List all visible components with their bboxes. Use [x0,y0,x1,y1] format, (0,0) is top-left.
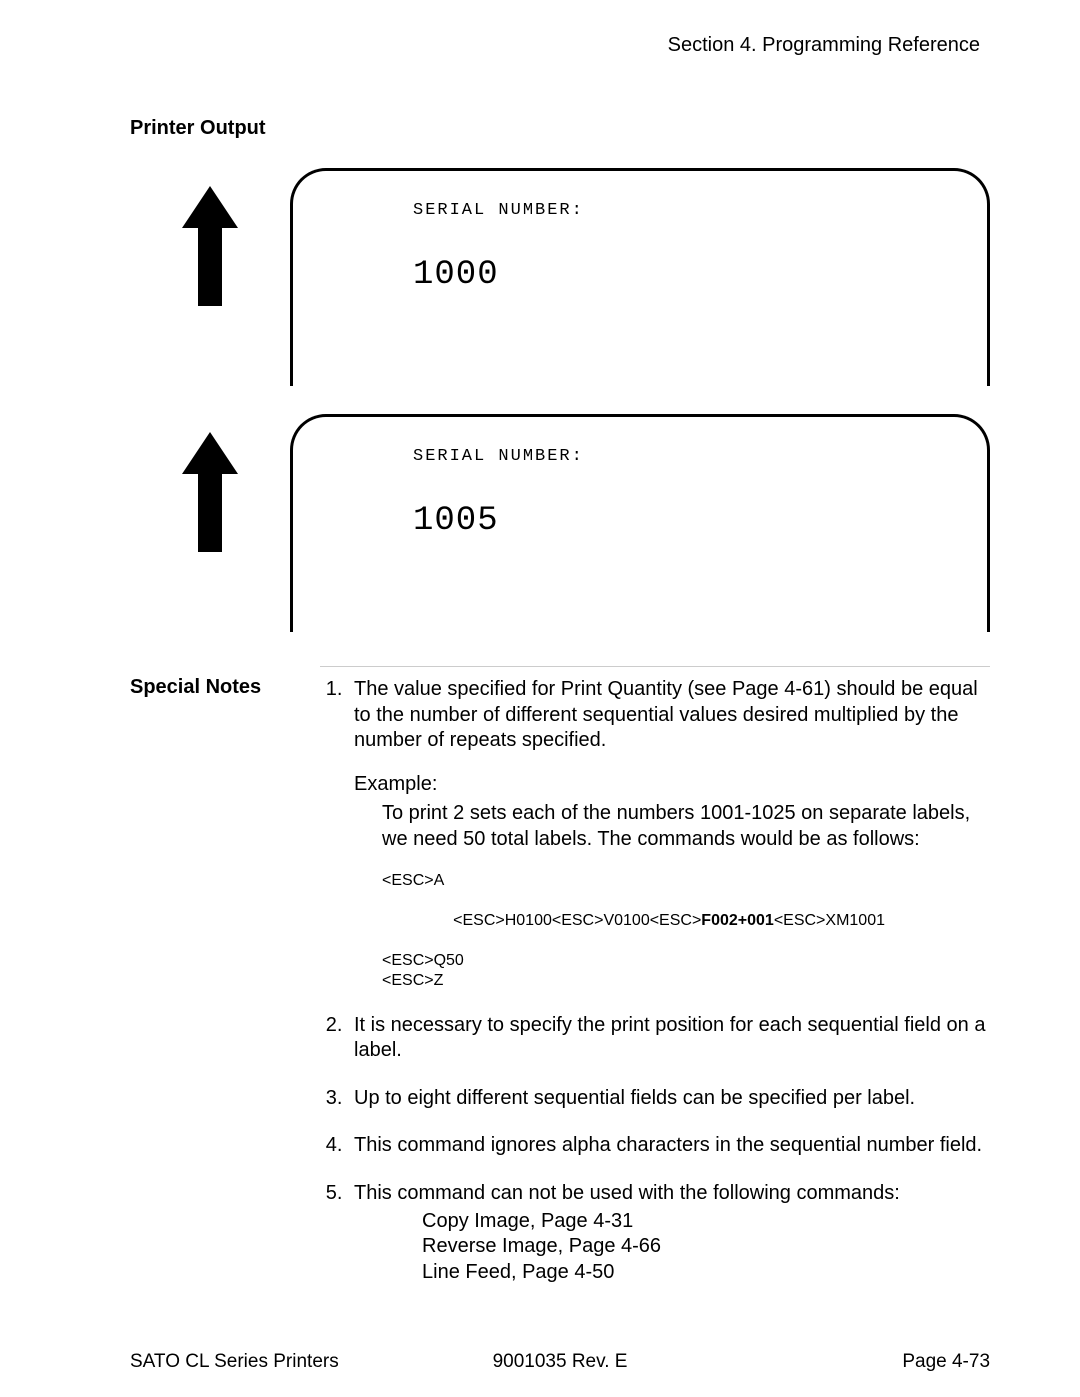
note-sublist: Copy Image, Page 4-31 Reverse Image, Pag… [354,1209,990,1286]
note-text: This command can not be used with the fo… [354,1182,900,1204]
output-row-1: SERIAL NUMBER: 1000 [130,168,990,386]
printer-output-heading: Printer Output [130,117,990,140]
page: Section 4. Programming Reference Printer… [0,0,1080,1397]
up-arrow-icon [130,168,290,306]
example-code: <ESC>A <ESC>H0100<ESC>V0100<ESC>F002+001… [354,871,990,991]
example-body: To print 2 sets each of the numbers 1001… [354,801,990,852]
code-line: <ESC>H0100<ESC>V0100<ESC>F002+001<ESC>XM… [382,891,990,951]
note-text: Up to eight different sequential fields … [354,1087,915,1109]
note-text: This command ignores alpha characters in… [354,1134,982,1156]
footer-mid: 9001035 Rev. E [417,1351,704,1373]
code-line: <ESC>Q50 [382,951,990,971]
serial-number: 1000 [413,256,987,294]
code-bold: F002+001 [701,912,774,929]
code-line: <ESC>Z [382,971,990,991]
sublist-item: Reverse Image, Page 4-66 [422,1234,990,1260]
note-item-5: This command can not be used with the fo… [348,1181,990,1285]
note-item-4: This command ignores alpha characters in… [348,1133,990,1159]
note-text: It is necessary to specify the print pos… [354,1014,985,1062]
example-title: Example: [354,772,990,798]
note-text: The value specified for Print Quantity (… [354,678,978,751]
sublist-item: Copy Image, Page 4-31 [422,1209,990,1235]
output-card-2: SERIAL NUMBER: 1005 [290,414,990,632]
output-card-1: SERIAL NUMBER: 1000 [290,168,990,386]
serial-number: 1005 [413,502,987,540]
code-span: <ESC>H0100<ESC>V0100<ESC> [453,912,701,929]
code-span: <ESC>XM1001 [774,912,885,929]
section-header: Section 4. Programming Reference [130,34,990,57]
special-notes: Special Notes The value specified for Pr… [130,666,990,1307]
code-line: <ESC>A [382,871,990,891]
output-row-2: SERIAL NUMBER: 1005 [130,414,990,632]
note-item-1: The value specified for Print Quantity (… [348,677,990,991]
serial-label: SERIAL NUMBER: [413,201,987,220]
example-block: Example: To print 2 sets each of the num… [354,772,990,991]
sublist-item: Line Feed, Page 4-50 [422,1260,990,1286]
special-notes-heading: Special Notes [130,666,320,1307]
notes-rule [320,666,990,667]
page-footer: SATO CL Series Printers 9001035 Rev. E P… [130,1351,990,1373]
up-arrow-icon [130,414,290,552]
footer-left: SATO CL Series Printers [130,1351,417,1373]
serial-label: SERIAL NUMBER: [413,447,987,466]
footer-right: Page 4-73 [703,1351,990,1373]
note-item-2: It is necessary to specify the print pos… [348,1013,990,1064]
special-notes-content: The value specified for Print Quantity (… [320,666,990,1307]
note-item-3: Up to eight different sequential fields … [348,1086,990,1112]
